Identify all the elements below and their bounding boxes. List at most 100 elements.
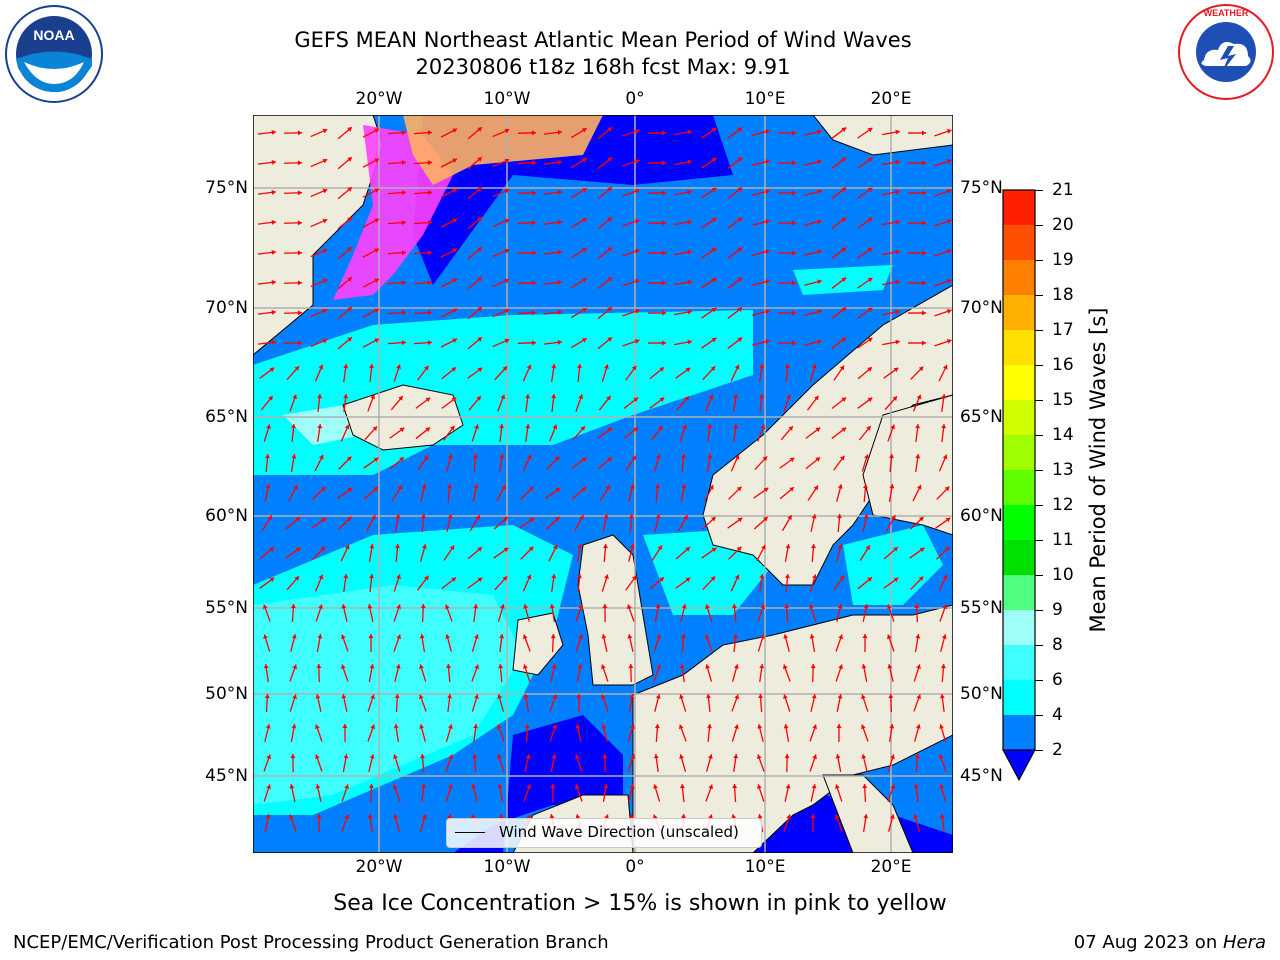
wave-direction-arrow [809, 574, 817, 592]
wave-direction-arrow [784, 753, 790, 773]
wave-direction-arrow [264, 814, 271, 832]
wave-direction-arrow [524, 723, 530, 743]
wave-direction-arrow [727, 247, 743, 259]
wave-direction-arrow [783, 634, 790, 652]
wave-direction-arrow [752, 219, 770, 226]
wave-direction-arrow [493, 547, 509, 559]
wave-direction-arrow [679, 783, 685, 803]
wave-direction-arrow [628, 784, 635, 802]
wave-direction-arrow [831, 127, 847, 139]
wave-direction-arrow [934, 159, 952, 167]
wave-direction-arrow [550, 664, 557, 682]
wave-direction-arrow [883, 577, 899, 589]
wave-direction-arrow [862, 604, 869, 622]
wave-direction-arrow [887, 604, 895, 622]
wave-direction-arrow [523, 694, 530, 712]
land-finland [862, 394, 953, 536]
nws-logo: WEATHER [1178, 4, 1274, 100]
colorbar-tick-label: 11 [1052, 530, 1074, 550]
wave-direction-arrow [264, 724, 271, 742]
lat-label-right: 65°N [960, 407, 1003, 427]
wave-direction-arrow [883, 546, 899, 560]
wave-direction-arrow [907, 160, 927, 166]
wave-direction-arrow [283, 220, 303, 226]
colorbar-tick-label: 13 [1052, 460, 1074, 480]
wave-direction-arrow [570, 307, 588, 319]
wave-direction-arrow [936, 546, 950, 560]
wave-direction-arrow [393, 574, 401, 592]
wave-direction-arrow [907, 280, 927, 286]
wave-direction-arrow [492, 248, 510, 258]
wave-direction-arrow [283, 160, 303, 166]
wave-direction-arrow [337, 306, 353, 320]
wave-direction-arrow [597, 126, 613, 140]
wave-direction-arrow [675, 546, 691, 560]
wave-direction-arrow [888, 724, 895, 742]
wave-direction-arrow [809, 604, 817, 622]
wave-direction-arrow [289, 784, 296, 802]
wave-direction-arrow [804, 129, 822, 136]
wave-direction-arrow [576, 693, 582, 713]
colorbar-label: Mean Period of Wind Waves [s] [1086, 307, 1110, 633]
colorbar-tick-mark [1035, 294, 1043, 296]
colorbar-segment [1003, 260, 1035, 295]
colorbar-tick-label: 8 [1052, 635, 1063, 655]
wave-direction-arrow [857, 277, 873, 289]
wave-direction-arrow [543, 279, 563, 285]
colorbar-tick-mark [1035, 469, 1043, 471]
wave-direction-arrow [702, 575, 716, 591]
wave-direction-arrow [622, 129, 640, 137]
wave-direction-arrow [499, 633, 505, 653]
wave-direction-arrow [705, 664, 713, 682]
wave-direction-arrow [707, 423, 713, 443]
wave-direction-arrow [283, 130, 303, 136]
wave-direction-arrow [315, 604, 323, 622]
lat-label-right: 75°N [960, 178, 1003, 198]
wave-direction-arrow [882, 219, 900, 226]
wave-direction-arrow [887, 664, 894, 682]
wave-direction-arrow [310, 308, 328, 318]
footer-date-text: 07 Aug 2023 on [1073, 932, 1223, 953]
wave-direction-arrow [417, 575, 429, 591]
wave-direction-arrow [413, 280, 433, 286]
wave-direction-arrow [857, 576, 873, 590]
wave-direction-arrow [732, 603, 738, 623]
colorbar-tick-label: 14 [1052, 425, 1074, 445]
colorbar-tick-label: 4 [1052, 705, 1063, 725]
wave-direction-arrow [525, 423, 531, 443]
wave-direction-arrow [862, 633, 868, 653]
wave-direction-arrow [674, 309, 692, 316]
wave-direction-arrow [343, 573, 349, 593]
wave-direction-arrow [263, 664, 269, 682]
wave-direction-arrow [417, 365, 429, 381]
wave-direction-arrow [622, 189, 640, 197]
wave-direction-arrow [674, 339, 692, 346]
wave-direction-arrow [907, 220, 927, 226]
wave-direction-arrow [882, 309, 900, 316]
wave-direction-arrow [784, 573, 790, 593]
wave-direction-arrow [860, 724, 869, 742]
wave-direction-arrow [387, 310, 407, 316]
wave-direction-arrow [440, 128, 458, 138]
svg-text:NOAA: NOAA [33, 27, 74, 43]
footer-branch: NCEP/EMC/Verification Post Processing Pr… [13, 932, 609, 953]
wave-direction-arrow [575, 394, 584, 412]
wave-direction-arrow [730, 364, 740, 382]
colorbar-segment [1003, 715, 1035, 750]
wave-direction-arrow [369, 573, 375, 593]
wave-direction-arrow [413, 190, 433, 196]
wave-direction-arrow [291, 423, 296, 443]
wave-direction-arrow [494, 575, 508, 591]
wave-direction-arrow [831, 187, 847, 199]
wave-direction-arrow [754, 455, 768, 471]
wave-direction-arrow [467, 186, 483, 200]
wave-direction-arrow [363, 486, 379, 500]
wave-direction-arrow [804, 159, 822, 166]
wave-direction-arrow [341, 664, 349, 682]
wave-direction-arrow [674, 219, 692, 226]
wave-direction-arrow [393, 604, 401, 622]
wave-direction-arrow [654, 604, 661, 622]
wave-direction-arrow [757, 784, 765, 802]
wave-direction-arrow [471, 424, 479, 442]
wave-direction-arrow [394, 514, 401, 532]
